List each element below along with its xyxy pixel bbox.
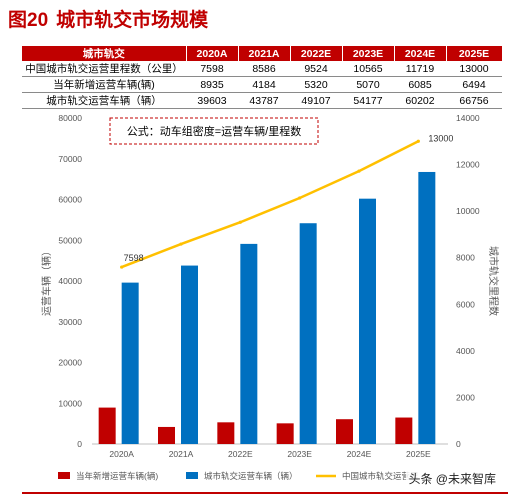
line-point-mileage	[298, 196, 302, 200]
table-cell: 6494	[446, 76, 502, 93]
line-data-label: 7598	[124, 253, 144, 263]
line-point-mileage	[416, 139, 420, 143]
table-cell: 49107	[290, 92, 342, 109]
line-point-mileage	[120, 265, 124, 269]
table-header-cell: 2022E	[290, 46, 343, 61]
bar-new-vehicles	[158, 426, 175, 444]
bar-total-vehicles	[240, 243, 258, 444]
table-cell: 60202	[394, 92, 446, 109]
figure-title-text: 城市轨交市场规模	[56, 10, 209, 31]
y2-tick-label: 8000	[456, 253, 475, 263]
table-header-row: 城市轨交 2020A 2021A 2022E 2023E 2024E 2025E	[22, 46, 503, 61]
table-cell: 43787	[238, 92, 290, 109]
bar-total-vehicles	[359, 198, 376, 444]
line-mileage	[121, 140, 419, 269]
table-cell: 66756	[446, 92, 502, 109]
bar-new-vehicles	[98, 407, 116, 444]
bar-new-vehicles	[395, 417, 413, 444]
figure-number: 图20	[8, 10, 49, 31]
y2-axis-title: 城市轨交里程数	[487, 246, 500, 316]
bar-total-vehicles	[181, 265, 198, 444]
rail-transit-chart: 0100002000030000400005000060000700008000…	[40, 113, 500, 481]
watermark: 头条 @未来智库	[406, 470, 498, 487]
table-cell: 4184	[238, 76, 290, 93]
y2-tick-label: 4000	[456, 346, 475, 356]
table-cell: 11719	[394, 61, 446, 77]
line-point-mileage	[238, 220, 242, 224]
bar-total-vehicles	[121, 282, 139, 444]
table-header-cell: 2024E	[394, 46, 447, 61]
y-tick-label: 40000	[58, 276, 82, 286]
y-tick-label: 60000	[58, 195, 82, 205]
y-tick-label: 10000	[58, 398, 82, 408]
figure-title: 图20 城市轨交市场规模	[8, 8, 208, 34]
y2-tick-label: 14000	[456, 113, 480, 123]
x-tick-label: 2025E	[406, 449, 431, 459]
table-cell: 6085	[394, 76, 446, 93]
bottom-divider	[22, 492, 508, 494]
legend-mileage-label: 中国城市轨交运营里	[342, 471, 419, 481]
y-tick-label: 20000	[58, 358, 82, 368]
x-tick-label: 2023E	[287, 449, 312, 459]
table-cell: 7598	[186, 61, 238, 77]
line-point-mileage	[179, 242, 183, 246]
y-tick-label: 70000	[58, 154, 82, 164]
line-data-label: 13000	[428, 133, 453, 143]
table-header-cell: 2020A	[186, 46, 239, 61]
y2-tick-label: 0	[456, 439, 461, 449]
y-axis-title: 运营车辆（辆）	[40, 246, 53, 316]
y2-tick-label: 10000	[456, 206, 480, 216]
y2-tick-label: 2000	[456, 392, 475, 402]
y-tick-label: 80000	[58, 113, 82, 123]
y-tick-label: 0	[77, 439, 82, 449]
bar-new-vehicles	[276, 423, 294, 444]
table-cell: 5320	[290, 76, 342, 93]
line-point-mileage	[357, 169, 361, 173]
table-row: 城市轨交运营车辆（辆） 39603 43787 49107 54177 6020…	[22, 92, 502, 109]
table-cell: 8586	[238, 61, 290, 77]
formula-text: 公式：动车组密度=运营车辆/里程数	[127, 124, 301, 138]
row-label: 中国城市轨交运营里程数（公里）	[22, 61, 186, 77]
y2-tick-label: 6000	[456, 299, 475, 309]
table-cell: 8935	[186, 76, 238, 93]
table-header-cell: 2025E	[446, 46, 503, 61]
table-header-cell: 城市轨交	[22, 46, 187, 61]
table-cell: 5070	[342, 76, 394, 93]
bar-total-vehicles	[299, 223, 317, 444]
table-cell: 54177	[342, 92, 394, 109]
table-cell: 39603	[186, 92, 238, 109]
x-tick-label: 2020A	[109, 449, 134, 459]
table-row: 当年新增运营车辆(辆) 8935 4184 5320 5070 6085 649…	[22, 76, 502, 93]
table-cell: 10565	[342, 61, 394, 77]
market-data-table: 城市轨交 2020A 2021A 2022E 2023E 2024E 2025E…	[22, 46, 503, 109]
y-tick-label: 30000	[58, 317, 82, 327]
bar-new-vehicles	[336, 419, 353, 444]
x-tick-label: 2021A	[169, 449, 194, 459]
y-tick-label: 50000	[58, 235, 82, 245]
legend-new-vehicles-swatch	[58, 472, 70, 479]
legend-total-vehicles-swatch	[186, 472, 198, 479]
table-header-cell: 2021A	[238, 46, 291, 61]
legend-new-vehicles-label: 当年新增运营车辆(辆)	[76, 471, 158, 481]
legend-total-vehicles-label: 城市轨交运营车辆（辆）	[204, 471, 298, 481]
table-cell: 13000	[446, 61, 502, 77]
row-label: 当年新增运营车辆(辆)	[22, 76, 186, 93]
formula-box	[109, 117, 319, 145]
table-header-cell: 2023E	[342, 46, 395, 61]
row-label: 城市轨交运营车辆（辆）	[22, 92, 186, 109]
y2-tick-label: 12000	[456, 160, 480, 170]
x-tick-label: 2022E	[228, 449, 253, 459]
table-cell: 9524	[290, 61, 342, 77]
bar-total-vehicles	[418, 171, 436, 444]
bar-new-vehicles	[217, 422, 235, 444]
table-row: 中国城市轨交运营里程数（公里） 7598 8586 9524 10565 117…	[22, 61, 502, 77]
x-tick-label: 2024E	[347, 449, 372, 459]
